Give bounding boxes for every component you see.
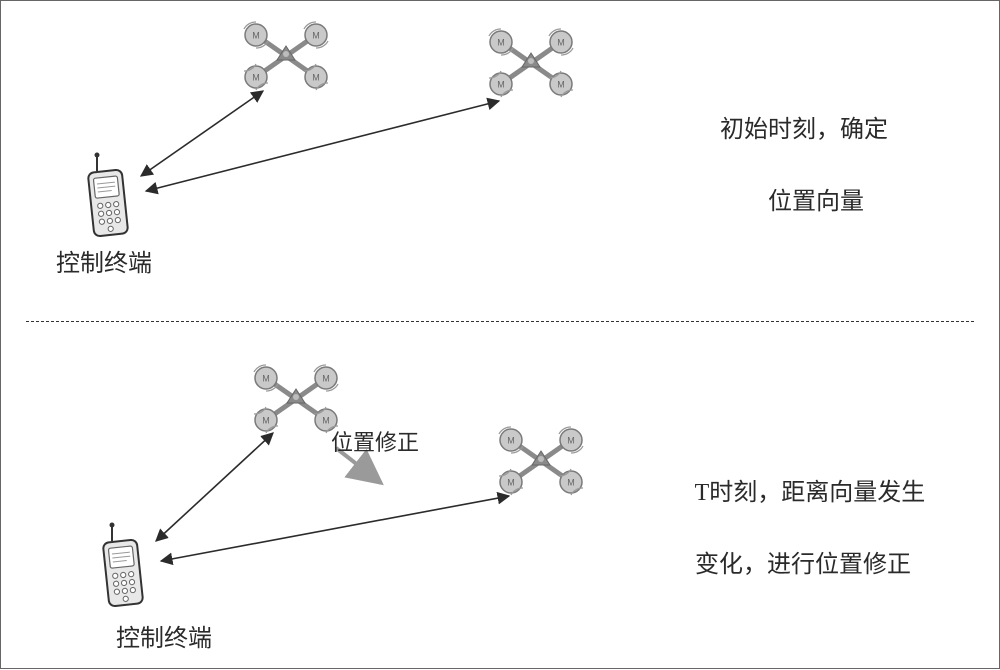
- phone-icon: [103, 523, 144, 607]
- drone-icon: [499, 427, 583, 495]
- bottom-caption: T时刻，距离向量发生 变化，进行位置修正: [671, 439, 925, 619]
- link-arrow: [141, 91, 263, 176]
- correction-label: 位置修正: [331, 426, 419, 459]
- bottom-caption-line1: T时刻，距离向量发生: [695, 480, 926, 506]
- drone-icon: [244, 22, 328, 90]
- phone-label: 控制终端: [116, 621, 212, 657]
- diagram-canvas: M M M M: [0, 0, 1000, 669]
- top-caption: 初始时刻，确定 位置向量: [696, 76, 888, 256]
- bottom-caption-line2: 变化，进行位置修正: [695, 552, 911, 578]
- link-arrow: [146, 101, 499, 191]
- top-caption-line2: 位置向量: [720, 184, 912, 220]
- panel-divider: [26, 321, 974, 322]
- top-caption-line1: 初始时刻，确定: [720, 117, 888, 143]
- phone-label: 控制终端: [56, 246, 152, 282]
- phone-icon: [88, 153, 129, 237]
- link-arrow: [156, 433, 273, 541]
- link-arrow: [161, 496, 509, 561]
- drone-icon: [254, 365, 338, 433]
- drone-icon: [489, 29, 573, 97]
